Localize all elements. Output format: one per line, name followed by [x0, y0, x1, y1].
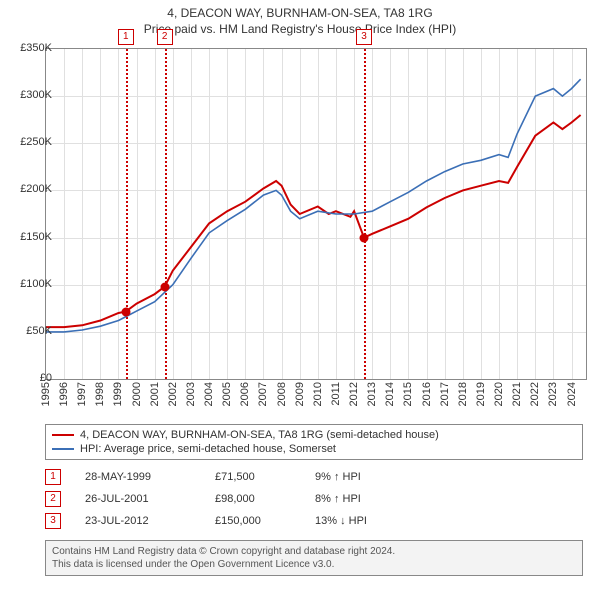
x-tick-label: 2011	[330, 382, 342, 406]
x-tick-label: 2000	[131, 382, 143, 406]
x-tick-label: 2008	[276, 382, 288, 406]
event-marker: 3	[356, 29, 372, 45]
x-tick-label: 2005	[221, 382, 233, 406]
y-tick-label: £100K	[7, 278, 52, 290]
y-tick-label: £150K	[7, 231, 52, 243]
event-delta: 9% ↑ HPI	[315, 471, 415, 483]
event-number-badge: 3	[45, 513, 61, 529]
event-marker: 1	[118, 29, 134, 45]
x-tick-label: 2001	[149, 382, 161, 406]
legend: 4, DEACON WAY, BURNHAM-ON-SEA, TA8 1RG (…	[45, 424, 583, 460]
x-tick-label: 2019	[475, 382, 487, 406]
legend-label: HPI: Average price, semi-detached house,…	[80, 443, 336, 455]
x-tick-label: 2014	[384, 382, 396, 406]
x-tick-label: 2021	[511, 382, 523, 406]
y-tick-label: £50K	[7, 325, 52, 337]
event-date: 26-JUL-2001	[85, 493, 215, 505]
event-row: 3 23-JUL-2012£150,00013% ↓ HPI	[45, 510, 415, 532]
legend-item: 4, DEACON WAY, BURNHAM-ON-SEA, TA8 1RG (…	[52, 428, 576, 442]
y-tick-label: £250K	[7, 136, 52, 148]
x-tick-label: 2009	[294, 382, 306, 406]
event-point	[121, 307, 130, 316]
x-tick-label: 2023	[547, 382, 559, 406]
x-tick-label: 2010	[312, 382, 324, 406]
x-tick-label: 2015	[402, 382, 414, 406]
event-price: £98,000	[215, 493, 315, 505]
x-tick-label: 2013	[366, 382, 378, 406]
event-point	[360, 233, 369, 242]
event-date: 28-MAY-1999	[85, 471, 215, 483]
x-tick-label: 2012	[348, 382, 360, 406]
legend-label: 4, DEACON WAY, BURNHAM-ON-SEA, TA8 1RG (…	[80, 429, 439, 441]
footer-line-2: This data is licensed under the Open Gov…	[52, 558, 576, 571]
event-point	[160, 282, 169, 291]
event-row: 2 26-JUL-2001£98,0008% ↑ HPI	[45, 488, 415, 510]
x-tick-label: 1996	[58, 382, 70, 406]
series-property	[46, 115, 581, 327]
x-tick-label: 2002	[167, 382, 179, 406]
event-date: 23-JUL-2012	[85, 515, 215, 527]
event-delta: 13% ↓ HPI	[315, 515, 415, 527]
chart-subtitle: Price paid vs. HM Land Registry's House …	[0, 22, 600, 40]
y-tick-label: £300K	[7, 89, 52, 101]
event-price: £150,000	[215, 515, 315, 527]
event-row: 1 28-MAY-1999£71,5009% ↑ HPI	[45, 466, 415, 488]
x-tick-label: 2024	[566, 382, 578, 406]
event-number-badge: 2	[45, 491, 61, 507]
y-tick-label: £200K	[7, 183, 52, 195]
legend-swatch	[52, 434, 74, 436]
x-tick-label: 1995	[40, 382, 52, 406]
x-tick-label: 1998	[94, 382, 106, 406]
chart-title: 4, DEACON WAY, BURNHAM-ON-SEA, TA8 1RG	[0, 0, 600, 22]
event-delta: 8% ↑ HPI	[315, 493, 415, 505]
legend-swatch	[52, 448, 74, 450]
legend-item: HPI: Average price, semi-detached house,…	[52, 442, 576, 456]
event-marker: 2	[157, 29, 173, 45]
x-tick-label: 2004	[203, 382, 215, 406]
x-tick-label: 2003	[185, 382, 197, 406]
x-tick-label: 1999	[112, 382, 124, 406]
x-tick-label: 2017	[439, 382, 451, 406]
y-tick-label: £350K	[7, 42, 52, 54]
series-hpi	[46, 79, 581, 332]
x-tick-label: 2022	[529, 382, 541, 406]
x-tick-label: 2007	[257, 382, 269, 406]
x-tick-label: 2006	[239, 382, 251, 406]
x-tick-label: 1997	[76, 382, 88, 406]
events-table: 1 28-MAY-1999£71,5009% ↑ HPI 2 26-JUL-2001£…	[45, 466, 415, 532]
x-tick-label: 2018	[457, 382, 469, 406]
footer-attribution: Contains HM Land Registry data © Crown c…	[45, 540, 583, 576]
event-price: £71,500	[215, 471, 315, 483]
plot-area: 123	[45, 48, 587, 380]
footer-line-1: Contains HM Land Registry data © Crown c…	[52, 545, 576, 558]
x-tick-label: 2016	[421, 382, 433, 406]
x-tick-label: 2020	[493, 382, 505, 406]
line-series	[46, 49, 586, 379]
event-number-badge: 1	[45, 469, 61, 485]
chart-container: 4, DEACON WAY, BURNHAM-ON-SEA, TA8 1RG P…	[0, 0, 600, 590]
